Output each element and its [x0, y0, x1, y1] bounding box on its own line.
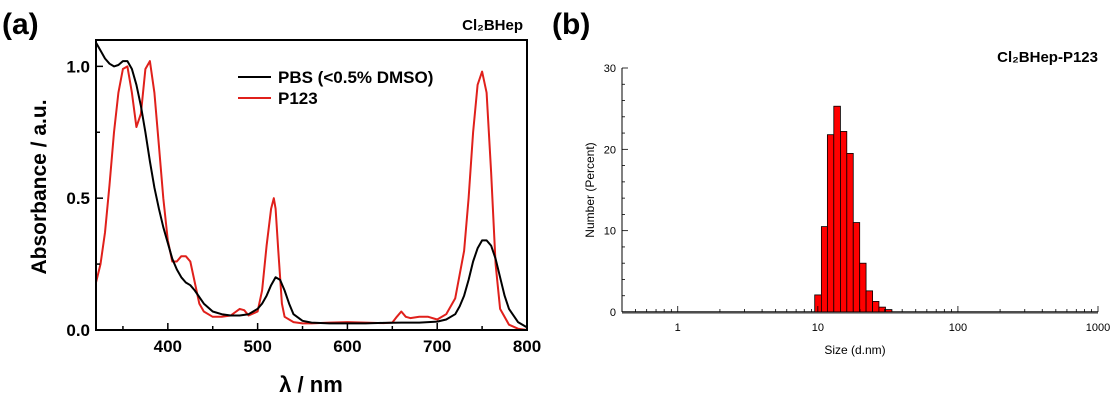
panel-a-ylabel: Absorbance / a.u.: [28, 99, 51, 274]
x-tick-label: 700: [423, 337, 451, 356]
panel-a-xlabel: λ / nm: [279, 372, 343, 397]
histogram-bar: [826, 134, 835, 313]
panel-b: (b) Cl₂BHep-P123 1 10 100 1000 0 10 20 30 Size …: [552, 8, 1110, 357]
panel-b-title: Cl₂BHep-P123: [997, 49, 1098, 66]
histogram-bar: [846, 152, 854, 313]
panel-a-title: Cl₂BHep: [462, 17, 523, 34]
panel-b-label: (b): [552, 8, 590, 41]
panel-a-frame: [95, 39, 528, 331]
x-tick-label: 1000: [1086, 322, 1110, 334]
panel-b-plot: [622, 105, 1098, 314]
panel-b-ticks: 1 10 100 1000 0 10 20 30: [604, 63, 1110, 334]
x-tick-label: 1: [675, 322, 681, 334]
series-line-p123: [95, 60, 528, 331]
x-tick-label: 100: [949, 322, 967, 334]
y-tick-label: 0: [610, 307, 616, 319]
y-tick-label: 30: [604, 63, 616, 75]
panel-a-plot: [95, 42, 528, 331]
y-tick-label: 10: [604, 226, 616, 238]
x-tick-label: 500: [243, 337, 271, 356]
x-tick-label: 800: [513, 337, 541, 356]
panel-a-legend: PBS (<0.5% DMSO) P123: [238, 68, 433, 108]
histogram-bar: [859, 262, 867, 313]
histogram-bar: [852, 222, 861, 313]
legend-label-p123: P123: [278, 89, 318, 108]
histogram-bar: [820, 226, 828, 313]
x-tick-label: 400: [154, 337, 182, 356]
series-line-pbs: [95, 42, 528, 329]
y-tick-label: 20: [604, 144, 616, 156]
panel-a-ticks: 400 500 600 700 800 0.0 0.5 1.0: [66, 57, 541, 356]
histogram-bar: [840, 131, 848, 313]
panel-b-xlabel: Size (d.nm): [824, 343, 885, 357]
legend-label-pbs: PBS (<0.5% DMSO): [278, 68, 433, 87]
x-tick-label: 600: [333, 337, 361, 356]
histogram-bar: [865, 290, 873, 313]
panel-a: (a) Cl₂BHep 400 500 600 700 800 0.0 0.5 1.0 λ /…: [2, 8, 541, 397]
y-tick-label: 0.5: [66, 189, 90, 208]
panel-a-label: (a): [2, 8, 39, 41]
histogram-bar: [833, 105, 841, 313]
x-tick-label: 10: [812, 322, 824, 334]
panel-b-ylabel: Number (Percent): [583, 142, 597, 237]
y-tick-label: 0.0: [66, 321, 90, 340]
histogram-bar: [872, 301, 880, 313]
y-tick-label: 1.0: [66, 57, 90, 76]
